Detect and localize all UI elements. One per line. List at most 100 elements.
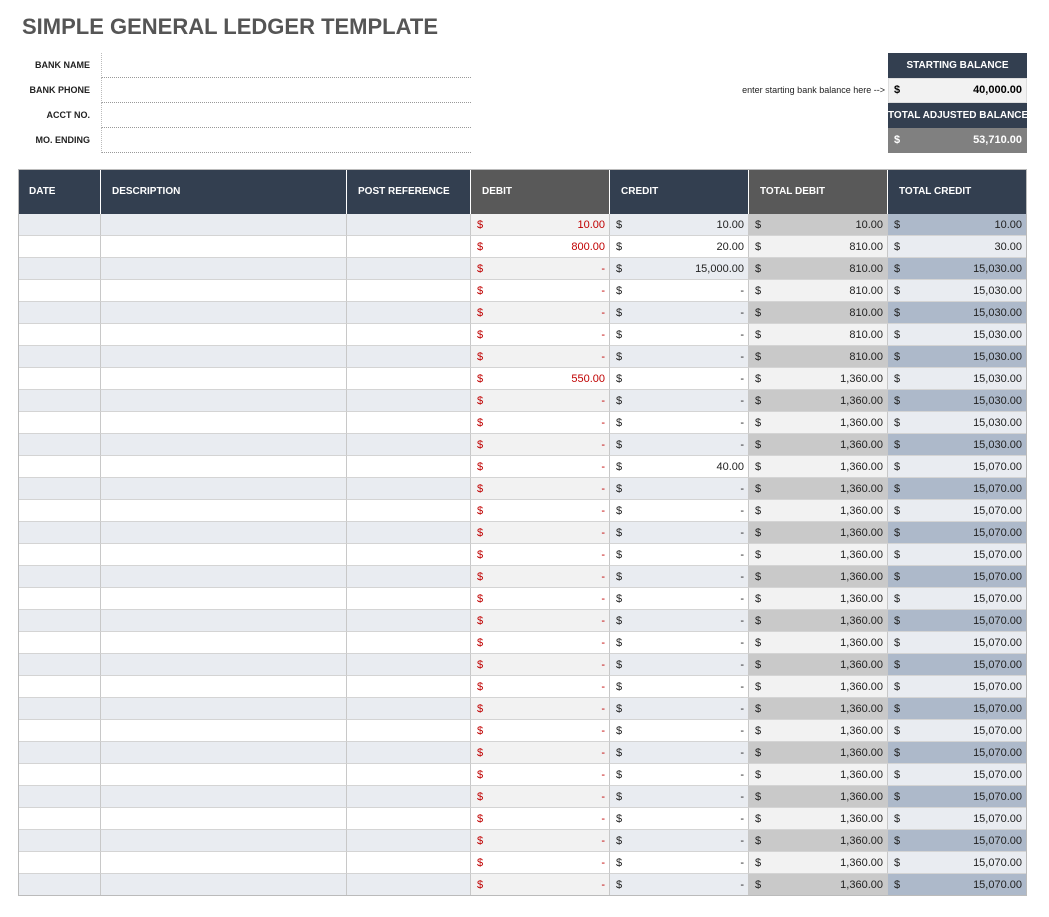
cell xyxy=(610,588,749,610)
amount: 15,070.00 xyxy=(973,593,1022,605)
currency: $ xyxy=(894,395,901,407)
amount: 1,360.00 xyxy=(840,659,883,671)
amount: - xyxy=(740,637,744,649)
cell xyxy=(471,214,610,236)
currency: $ xyxy=(477,461,484,473)
amount: 1,360.00 xyxy=(840,725,883,737)
column-header: CREDIT xyxy=(610,169,749,214)
amount: - xyxy=(740,483,744,495)
cell xyxy=(471,390,610,412)
amount: - xyxy=(740,549,744,561)
amount: 15,030.00 xyxy=(973,307,1022,319)
cell xyxy=(749,742,888,764)
amount: 10.00 xyxy=(577,219,605,231)
currency: $ xyxy=(755,769,762,781)
amount: 10.00 xyxy=(855,219,883,231)
cell xyxy=(101,302,347,324)
cell xyxy=(610,324,749,346)
cell xyxy=(610,346,749,368)
starting-box xyxy=(888,78,1027,103)
amount: 15,030.00 xyxy=(973,285,1022,297)
currency: $ xyxy=(894,857,901,869)
currency: $ xyxy=(616,615,623,627)
amount: 10.00 xyxy=(994,219,1022,231)
currency: $ xyxy=(616,879,623,891)
cell xyxy=(347,390,471,412)
cell xyxy=(18,720,101,742)
cell xyxy=(471,654,610,676)
cell xyxy=(347,258,471,280)
cell xyxy=(610,632,749,654)
cell xyxy=(101,324,347,346)
amount: 15,070.00 xyxy=(973,549,1022,561)
cell xyxy=(471,500,610,522)
currency: $ xyxy=(894,263,901,275)
amount: 15,070.00 xyxy=(973,461,1022,473)
amount: 15,070.00 xyxy=(973,637,1022,649)
currency: $ xyxy=(616,219,623,231)
cell xyxy=(471,544,610,566)
currency: $ xyxy=(755,659,762,671)
currency: $ xyxy=(755,351,762,363)
currency: $ xyxy=(477,571,484,583)
cell xyxy=(18,676,101,698)
currency: $ xyxy=(755,615,762,627)
amount: - xyxy=(740,307,744,319)
currency: $ xyxy=(755,813,762,825)
amount: 810.00 xyxy=(849,241,883,253)
currency: $ xyxy=(755,263,762,275)
cell xyxy=(471,434,610,456)
cell xyxy=(347,610,471,632)
amount: - xyxy=(601,593,605,605)
cell xyxy=(347,478,471,500)
currency: $ xyxy=(477,351,484,363)
amount: 810.00 xyxy=(849,285,883,297)
info-label: BANK NAME xyxy=(35,60,90,70)
currency: $ xyxy=(894,241,901,253)
cell xyxy=(749,258,888,280)
cell xyxy=(101,456,347,478)
currency: $ xyxy=(894,659,901,671)
amount: - xyxy=(601,769,605,781)
currency: $ xyxy=(755,549,762,561)
cell xyxy=(18,852,101,874)
cell xyxy=(471,456,610,478)
currency: $ xyxy=(616,461,623,473)
currency: $ xyxy=(616,527,623,539)
amount: - xyxy=(601,747,605,759)
currency: $ xyxy=(755,725,762,737)
cell xyxy=(18,544,101,566)
currency: $ xyxy=(477,241,484,253)
currency: $ xyxy=(894,505,901,517)
currency: $ xyxy=(894,571,901,583)
currency: $ xyxy=(477,307,484,319)
cell xyxy=(101,588,347,610)
cell xyxy=(471,610,610,632)
amount: - xyxy=(740,791,744,803)
currency: $ xyxy=(616,659,623,671)
cell xyxy=(610,522,749,544)
amount: 15,070.00 xyxy=(973,703,1022,715)
currency: $ xyxy=(477,725,484,737)
currency: $ xyxy=(477,439,484,451)
currency: $ xyxy=(894,461,901,473)
cell xyxy=(749,830,888,852)
cell xyxy=(471,324,610,346)
cell xyxy=(749,566,888,588)
amount: - xyxy=(740,439,744,451)
currency: $ xyxy=(755,461,762,473)
cell xyxy=(749,522,888,544)
amount: - xyxy=(740,769,744,781)
info-input xyxy=(101,128,471,153)
cell xyxy=(749,412,888,434)
cell xyxy=(347,566,471,588)
amount: - xyxy=(740,395,744,407)
cell xyxy=(347,830,471,852)
cell xyxy=(749,786,888,808)
currency: $ xyxy=(477,879,484,891)
cell xyxy=(347,742,471,764)
cell xyxy=(18,808,101,830)
cell xyxy=(749,390,888,412)
cell xyxy=(610,676,749,698)
currency: $ xyxy=(616,351,623,363)
